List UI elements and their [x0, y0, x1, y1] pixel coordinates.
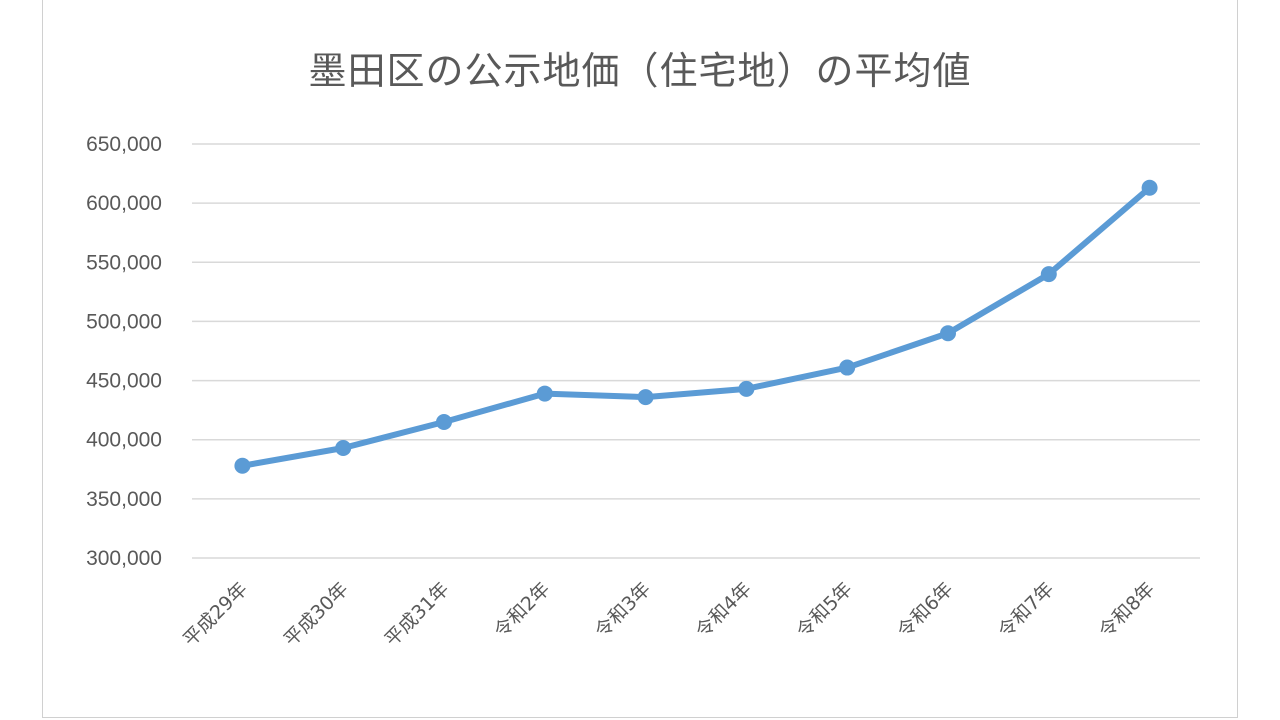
y-tick-label: 550,000 — [86, 251, 162, 274]
data-point — [738, 380, 755, 397]
data-point — [940, 325, 956, 342]
x-tick-label: 令和3年 — [591, 578, 655, 642]
x-tick-label: 令和5年 — [792, 578, 856, 642]
x-tick-label: 令和4年 — [692, 578, 756, 642]
y-tick-label: 400,000 — [86, 429, 162, 452]
series-line — [239, 184, 1153, 469]
y-axis-ticks: 300,000 350,000 400,000 450,000 500,000 550,0… — [86, 133, 162, 570]
data-point — [839, 359, 856, 376]
data-point — [436, 413, 452, 430]
chart-title: 墨田区の公示地価（住宅地）の平均値 — [308, 49, 972, 93]
y-tick-label: 600,000 — [86, 192, 162, 215]
x-axis-ticks: 平成29年 平成30年 平成31年 令和2年 令和3年 令和4年 令和5年 令和6年 令和7年令… — [179, 578, 1159, 651]
y-tick-label: 500,000 — [86, 310, 162, 333]
data-point — [1040, 266, 1057, 283]
x-tick-label: 令和8年 — [1095, 578, 1159, 642]
data-point — [335, 439, 352, 456]
grid-lines — [192, 143, 1200, 559]
x-tick-label: 平成30年 — [280, 578, 353, 651]
data-point — [234, 457, 251, 474]
y-tick-label: 350,000 — [86, 488, 162, 511]
x-tick-label: 令和2年 — [490, 578, 554, 642]
x-tick-label: 平成31年 — [381, 578, 454, 651]
x-tick-label: 平成29年 — [179, 578, 252, 651]
data-point — [536, 385, 553, 402]
y-tick-label: 650,000 — [86, 133, 162, 156]
x-tick-label: 令和7年 — [994, 578, 1058, 642]
chart-frame — [42, 0, 1238, 718]
series-layer — [234, 179, 1158, 474]
y-tick-label: 450,000 — [86, 370, 162, 393]
x-tick-label: 令和6年 — [893, 578, 957, 642]
y-tick-label: 300,000 — [86, 547, 162, 570]
data-point — [1141, 179, 1158, 196]
data-point — [637, 389, 654, 406]
